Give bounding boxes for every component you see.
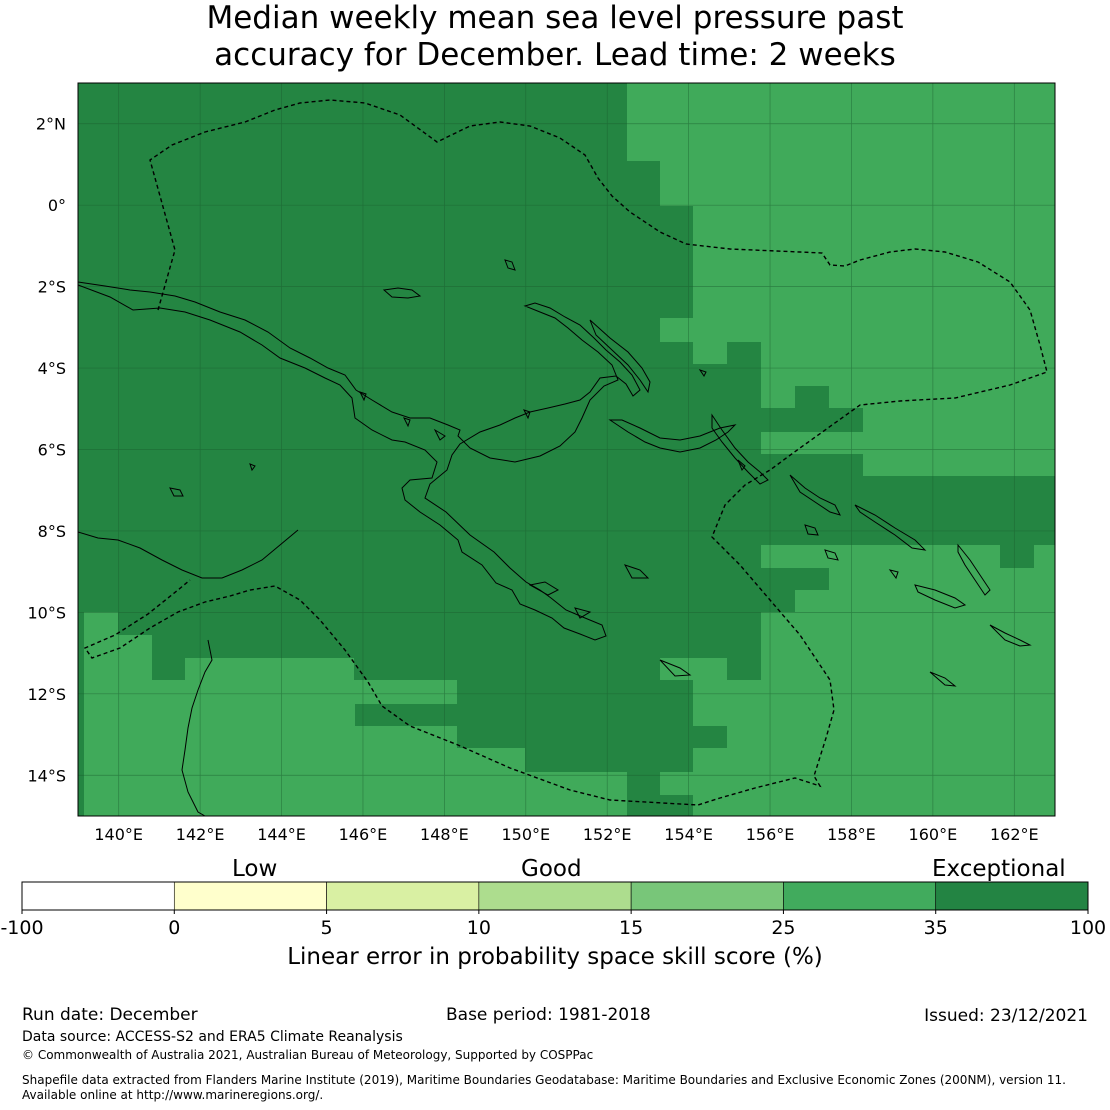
colorbar-category-good: Good	[521, 856, 582, 882]
colorbar-tick-labels: -100 0 5 10 15 25 35 100	[0, 910, 1106, 939]
lat-tick-label: 2°S	[38, 278, 66, 297]
colorbar-category-low: Low	[232, 856, 278, 882]
colorbar-tick-label: 100	[1070, 917, 1106, 939]
lon-tick-label: 162°E	[990, 825, 1039, 844]
colorbar-segment	[630, 881, 784, 911]
lat-tick-label: 6°S	[38, 441, 66, 460]
colorbar-tick-label: 0	[168, 917, 180, 939]
colorbar-segment	[935, 881, 1089, 911]
colorbar-segment	[173, 881, 327, 911]
lon-tick-label: 154°E	[664, 825, 713, 844]
choiseul-coastline	[854, 504, 927, 551]
colorbar-category-exceptional: Exceptional	[932, 856, 1066, 882]
cape-york-coastline	[181, 639, 213, 816]
colorbar-tick-label: 35	[924, 917, 948, 939]
colorbar-segment	[478, 881, 632, 911]
lat-tick-label: 4°S	[38, 359, 66, 378]
rennell-coastline	[929, 671, 957, 687]
bougainville-coastline	[711, 413, 769, 485]
shapefile-credit-line-1: Shapefile data extracted from Flanders M…	[22, 1073, 1066, 1087]
lon-tick-label: 156°E	[746, 825, 795, 844]
lon-tick-label: 148°E	[420, 825, 469, 844]
colorbar-segment	[783, 881, 937, 911]
data-source: Data source: ACCESS-S2 and ERA5 Climate …	[22, 1029, 403, 1045]
small-islands	[169, 259, 899, 580]
map-area	[78, 83, 1055, 816]
lon-tick-label: 142°E	[176, 825, 225, 844]
new-ireland-coastline	[589, 319, 651, 394]
lon-tick-label: 144°E	[257, 825, 306, 844]
colorbar-tick-label: -100	[0, 917, 43, 939]
map-gridlines	[78, 83, 1055, 816]
lon-tick-label: 158°E	[827, 825, 876, 844]
malaita-coastline	[957, 543, 991, 596]
new-britain-coastline	[608, 419, 737, 453]
colorbar-title: Linear error in probability space skill …	[287, 944, 823, 970]
run-date: Run date: December	[22, 1005, 198, 1025]
skill-region-high	[78, 83, 1055, 816]
copyright: © Commonwealth of Australia 2021, Austra…	[22, 1048, 594, 1062]
lat-tick-label: 2°N	[36, 115, 66, 134]
lon-tick-label: 140°E	[94, 825, 143, 844]
colorbar-tick-label: 10	[467, 917, 491, 939]
map-frame	[77, 82, 1056, 817]
makira-coastline	[989, 624, 1032, 647]
colorbar-segment	[21, 881, 175, 911]
colorbar-tick-label: 15	[619, 917, 643, 939]
lat-tick-label: 8°S	[38, 522, 66, 541]
lat-tick-label: 12°S	[27, 685, 66, 704]
longitude-tick-labels: 140°E 142°E 144°E 146°E 148°E 150°E 152°E 154°E…	[94, 825, 1038, 844]
eez-boundary	[83, 99, 1048, 806]
lat-tick-label: 0°	[48, 196, 66, 215]
d-entrecasteaux-coastline	[528, 564, 692, 677]
colorbar-tick-label: 5	[321, 917, 333, 939]
chart-title-line-1: Median weekly mean sea level pressure pa…	[206, 0, 904, 36]
lon-tick-label: 150°E	[501, 825, 550, 844]
torres-strait-coastline	[78, 529, 299, 579]
lon-tick-label: 160°E	[909, 825, 958, 844]
colorbar-tick-label: 25	[771, 917, 795, 939]
lat-tick-label: 14°S	[27, 766, 66, 785]
colorbar-segment	[326, 881, 480, 911]
lat-tick-label: 10°S	[27, 603, 66, 622]
coastlines	[78, 259, 1032, 816]
chart-title-line-2: accuracy for December. Lead time: 2 week…	[214, 37, 896, 73]
shapefile-credit-line-2: Available online at http://www.marinereg…	[22, 1088, 324, 1102]
lon-tick-label: 152°E	[583, 825, 632, 844]
base-period: Base period: 1981-2018	[446, 1005, 651, 1025]
lon-tick-label: 146°E	[339, 825, 388, 844]
issued-date: Issued: 23/12/2021	[924, 1006, 1088, 1026]
solomon-islands-coastline	[789, 474, 841, 516]
colorbar	[21, 881, 1089, 911]
colorbar-frame	[21, 881, 1089, 911]
latitude-tick-labels: 2°N 0° 2°S 4°S 6°S 8°S 10°S 12°S 14°S	[27, 115, 66, 786]
manus-coastline	[382, 287, 422, 299]
guadalcanal-coastline	[914, 584, 967, 609]
